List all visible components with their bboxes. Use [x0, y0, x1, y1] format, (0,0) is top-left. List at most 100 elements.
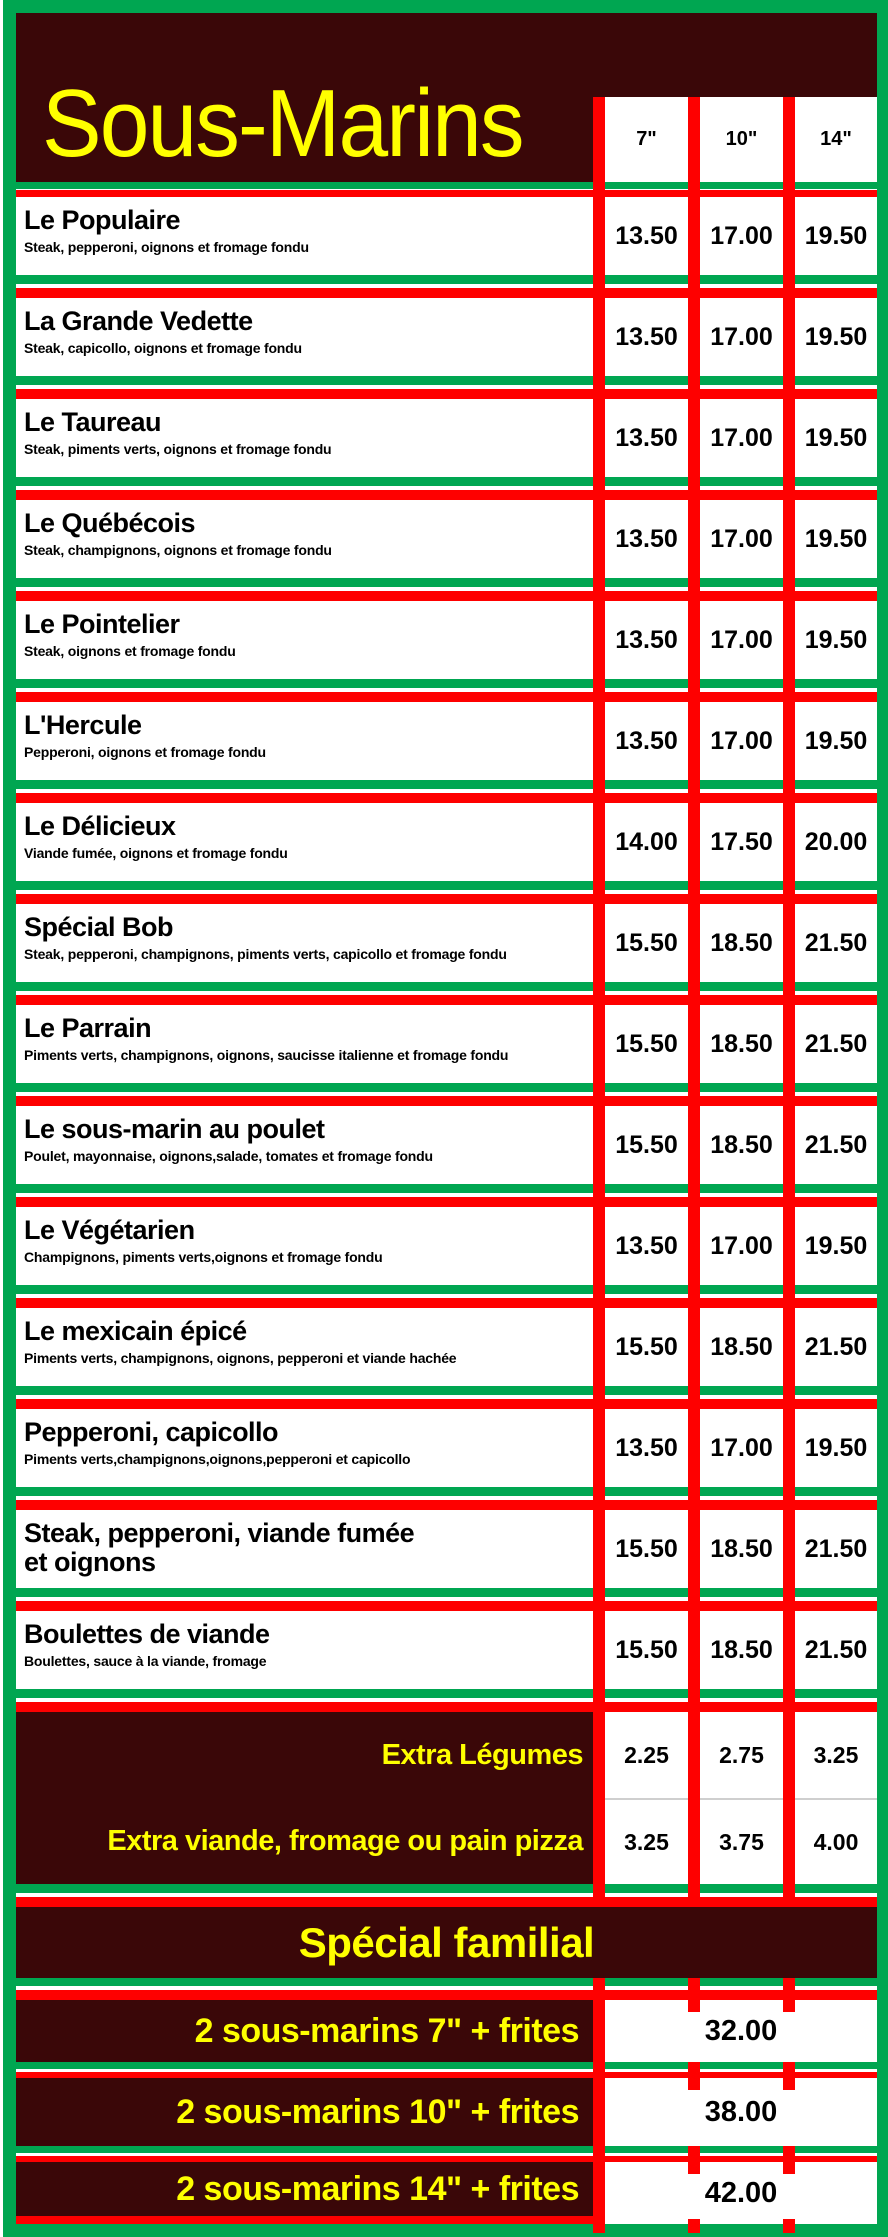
- green-stripe: [16, 275, 877, 284]
- divider: [16, 679, 877, 702]
- price-cell-10in: 18.50: [710, 928, 773, 957]
- menu-item-row: Le Taureau Steak, piments verts, oignons…: [16, 399, 877, 477]
- item-name: Le sous-marin au poulet: [24, 1114, 325, 1144]
- item-description: Steak, capicollo, oignons et fromage fon…: [24, 339, 302, 356]
- price-cell-10in: 3.75: [719, 1828, 764, 1855]
- item-label: Le Végétarien Champignons, piments verts…: [16, 1207, 593, 1285]
- price-cell-14in: 3.25: [813, 1741, 859, 1768]
- white-stripe: [16, 1193, 877, 1197]
- item-label: Le mexicain épicé Piments verts, champig…: [16, 1308, 593, 1386]
- price-cell-10in: 17.00: [710, 625, 773, 654]
- item-description: Steak, piments verts, oignons et fromage…: [24, 440, 332, 457]
- price-cell-14in: 4.00: [813, 1828, 859, 1855]
- family-price: 32.00: [605, 2000, 877, 2062]
- red-stripe: [16, 1096, 877, 1106]
- price-cell-7in: 14.00: [615, 827, 678, 856]
- family-label: 2 sous-marins 10" + frites: [16, 2078, 593, 2146]
- extras-section: Extra Légumes Extra viande, fromage ou p…: [16, 1712, 877, 1884]
- white-stripe: [16, 1597, 877, 1601]
- green-stripe: [16, 477, 877, 486]
- column-rule-left: [593, 97, 605, 1907]
- white-stripe: [16, 991, 877, 995]
- price-cell-10in: 18.50: [710, 1332, 773, 1361]
- red-stripe: [16, 2072, 877, 2078]
- price-cell-14in: 19.50: [804, 423, 868, 452]
- white-stripe: [16, 189, 877, 190]
- white-stripe: [16, 789, 877, 793]
- price-cell-14in: 19.50: [804, 1231, 868, 1260]
- menu-item-row: Le Délicieux Viande fumée, oignons et fr…: [16, 803, 877, 881]
- red-stripe: [16, 288, 877, 298]
- menu-item-row: Le Québécois Steak, champignons, oignons…: [16, 500, 877, 578]
- price-cell-14in: 19.50: [804, 625, 868, 654]
- extras-prices: 2.25 2.75 3.25 3.25 3.75 4.00: [593, 1712, 877, 1884]
- size-header-10in: 10": [700, 97, 783, 182]
- item-name: Le Végétarien: [24, 1215, 195, 1245]
- price-cell-7in: 13.50: [615, 1433, 678, 1462]
- item-name: Le Pointelier: [24, 609, 180, 639]
- red-stripe: [16, 2156, 877, 2162]
- item-label: Le Populaire Steak, pepperoni, oignons e…: [16, 197, 593, 275]
- item-label: Steak, pepperoni, viande fumée et oignon…: [16, 1510, 593, 1588]
- item-label: Le sous-marin au poulet Poulet, mayonnai…: [16, 1106, 593, 1184]
- menu-item-row: Spécial Bob Steak, pepperoni, champignon…: [16, 904, 877, 982]
- menu-item-row: Le sous-marin au poulet Poulet, mayonnai…: [16, 1106, 877, 1184]
- price-cell-7in: 15.50: [615, 928, 678, 957]
- column-rule-right: [783, 97, 795, 1907]
- item-name: L'Hercule: [24, 710, 142, 740]
- item-name: Steak, pepperoni, viande fumée et oignon…: [24, 1518, 415, 1577]
- green-stripe: [16, 2062, 877, 2069]
- price-cell-7in: 15.50: [615, 1029, 678, 1058]
- divider: [16, 1978, 877, 2000]
- column-rule-nub: [688, 2146, 700, 2174]
- price-cell-10in: 17.00: [710, 221, 773, 250]
- green-stripe: [16, 2146, 877, 2153]
- red-stripe: [16, 995, 877, 1005]
- price-cell-14in: 19.50: [804, 1433, 868, 1462]
- price-cell-10in: 18.50: [710, 1635, 773, 1664]
- white-stripe: [16, 587, 877, 591]
- red-stripe: [16, 591, 877, 601]
- item-name: Le Délicieux: [24, 811, 176, 841]
- item-label: Le Québécois Steak, champignons, oignons…: [16, 500, 593, 578]
- item-description: Piments verts, champignons, oignons, pep…: [24, 1349, 457, 1366]
- white-stripe: [16, 284, 877, 288]
- price-cell-7in: 15.50: [615, 1534, 678, 1563]
- divider: [16, 2146, 877, 2162]
- divider: [16, 182, 877, 197]
- price-cell-7in: 13.50: [615, 322, 678, 351]
- price-cell-14in: 21.50: [804, 1130, 868, 1159]
- extras-labels: Extra Légumes Extra viande, fromage ou p…: [16, 1712, 593, 1884]
- divider: [16, 275, 877, 298]
- menu-item-row: L'Hercule Pepperoni, oignons et fromage …: [16, 702, 877, 780]
- item-name: Le mexicain épicé: [24, 1316, 247, 1346]
- white-stripe: [16, 2069, 877, 2072]
- menu-item-row: Boulettes de viande Boulettes, sauce à l…: [16, 1611, 877, 1689]
- red-stripe: [16, 1702, 877, 1712]
- green-stripe: [16, 1386, 877, 1395]
- red-stripe: [16, 389, 877, 399]
- price-cell-10in: 2.75: [719, 1741, 764, 1768]
- price-cell-14in: 21.50: [804, 1332, 868, 1361]
- extras-price-row: 2.25 2.75 3.25: [593, 1712, 877, 1798]
- white-stripe: [16, 1893, 877, 1897]
- item-label: Le Parrain Piments verts, champignons, o…: [16, 1005, 593, 1083]
- item-label: Pepperoni, capicollo Piments verts,champ…: [16, 1409, 593, 1487]
- white-stripe: [16, 1986, 877, 1990]
- item-description: Piments verts, champignons, oignons, sau…: [24, 1046, 509, 1063]
- item-name: Pepperoni, capicollo: [24, 1417, 279, 1447]
- red-stripe: [16, 1197, 877, 1207]
- green-stripe: [16, 376, 877, 385]
- item-name: Boulettes de viande: [24, 1619, 270, 1649]
- item-label: Le Taureau Steak, piments verts, oignons…: [16, 399, 593, 477]
- price-cell-10in: 17.00: [710, 726, 773, 755]
- family-price: 42.00: [605, 2162, 877, 2224]
- green-stripe: [16, 1978, 877, 1986]
- green-stripe: [16, 1083, 877, 1092]
- item-description: Pepperoni, oignons et fromage fondu: [24, 743, 266, 760]
- family-price: 38.00: [605, 2078, 877, 2146]
- divider: [16, 881, 877, 904]
- divider: [16, 1386, 877, 1409]
- price-cell-7in: 15.50: [615, 1130, 678, 1159]
